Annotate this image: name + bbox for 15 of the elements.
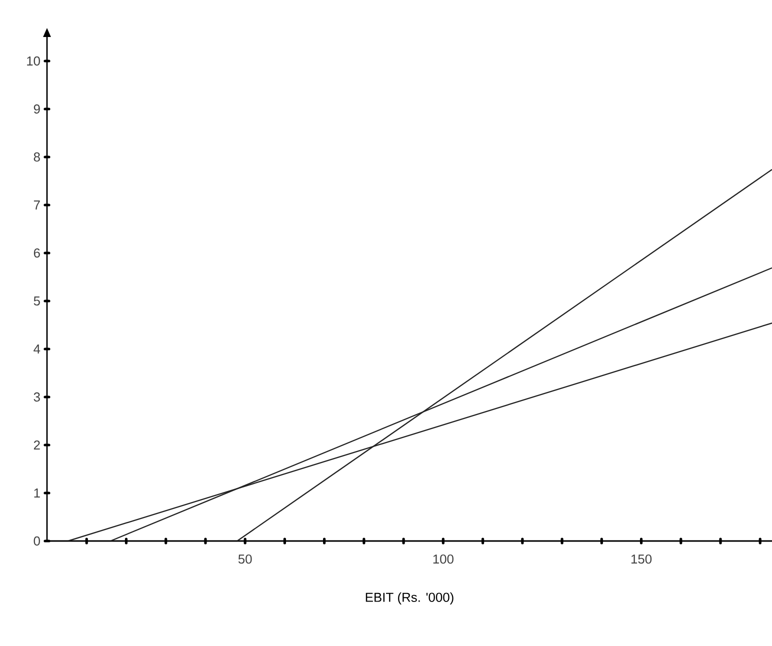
x-tick-label: 100 [433, 554, 454, 564]
y-tick-label: 7 [34, 200, 40, 210]
y-tick-label: 8 [34, 152, 40, 162]
x-axis-title: EBIT (Rs. '000) [366, 592, 454, 604]
x-tick-label: 150 [631, 554, 652, 564]
x-tick-label: 50 [238, 554, 252, 564]
y-tick-label: 6 [34, 248, 40, 258]
y-tick-label: 4 [34, 344, 40, 354]
y-tick-label: 0 [34, 536, 40, 546]
y-tick-label: 2 [34, 440, 40, 450]
y-tick-label: 1 [34, 488, 40, 498]
y-tick-label: 10 [27, 56, 40, 66]
y-tick-label: 9 [34, 104, 40, 114]
y-tick-label: 5 [34, 296, 40, 306]
y-tick-label: 3 [34, 392, 40, 402]
